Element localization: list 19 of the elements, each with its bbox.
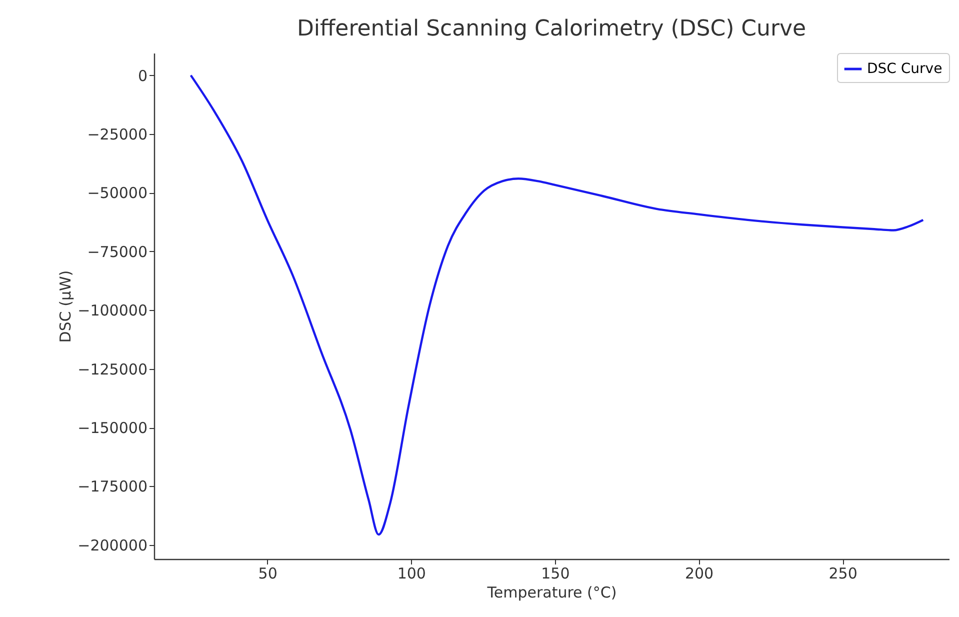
- x-tick-label: 200: [684, 564, 714, 582]
- y-tick-label: −125000: [78, 360, 148, 378]
- y-axis-title: DSC (μW): [56, 270, 75, 343]
- y-tick-label: −50000: [87, 184, 148, 202]
- x-tick-label: 150: [541, 564, 570, 582]
- y-tick-label: −75000: [87, 242, 148, 261]
- y-tick-label: −25000: [87, 126, 148, 144]
- x-tick-label: 50: [258, 564, 278, 582]
- chart-title: Differential Scanning Calorimetry (DSC) Curve: [296, 16, 806, 42]
- x-tick-label: 100: [397, 564, 426, 582]
- y-tick-label: −200000: [78, 536, 148, 554]
- y-tick-label: −150000: [78, 419, 148, 438]
- x-tick-label: 250: [828, 564, 858, 582]
- y-tick-label: −100000: [78, 302, 148, 320]
- legend-label: DSC Curve: [867, 61, 942, 77]
- y-tick-label: 0: [138, 66, 148, 85]
- x-axis-title: Temperature (°C): [486, 584, 617, 602]
- y-tick-label: −175000: [78, 478, 148, 496]
- line-series: [190, 74, 924, 536]
